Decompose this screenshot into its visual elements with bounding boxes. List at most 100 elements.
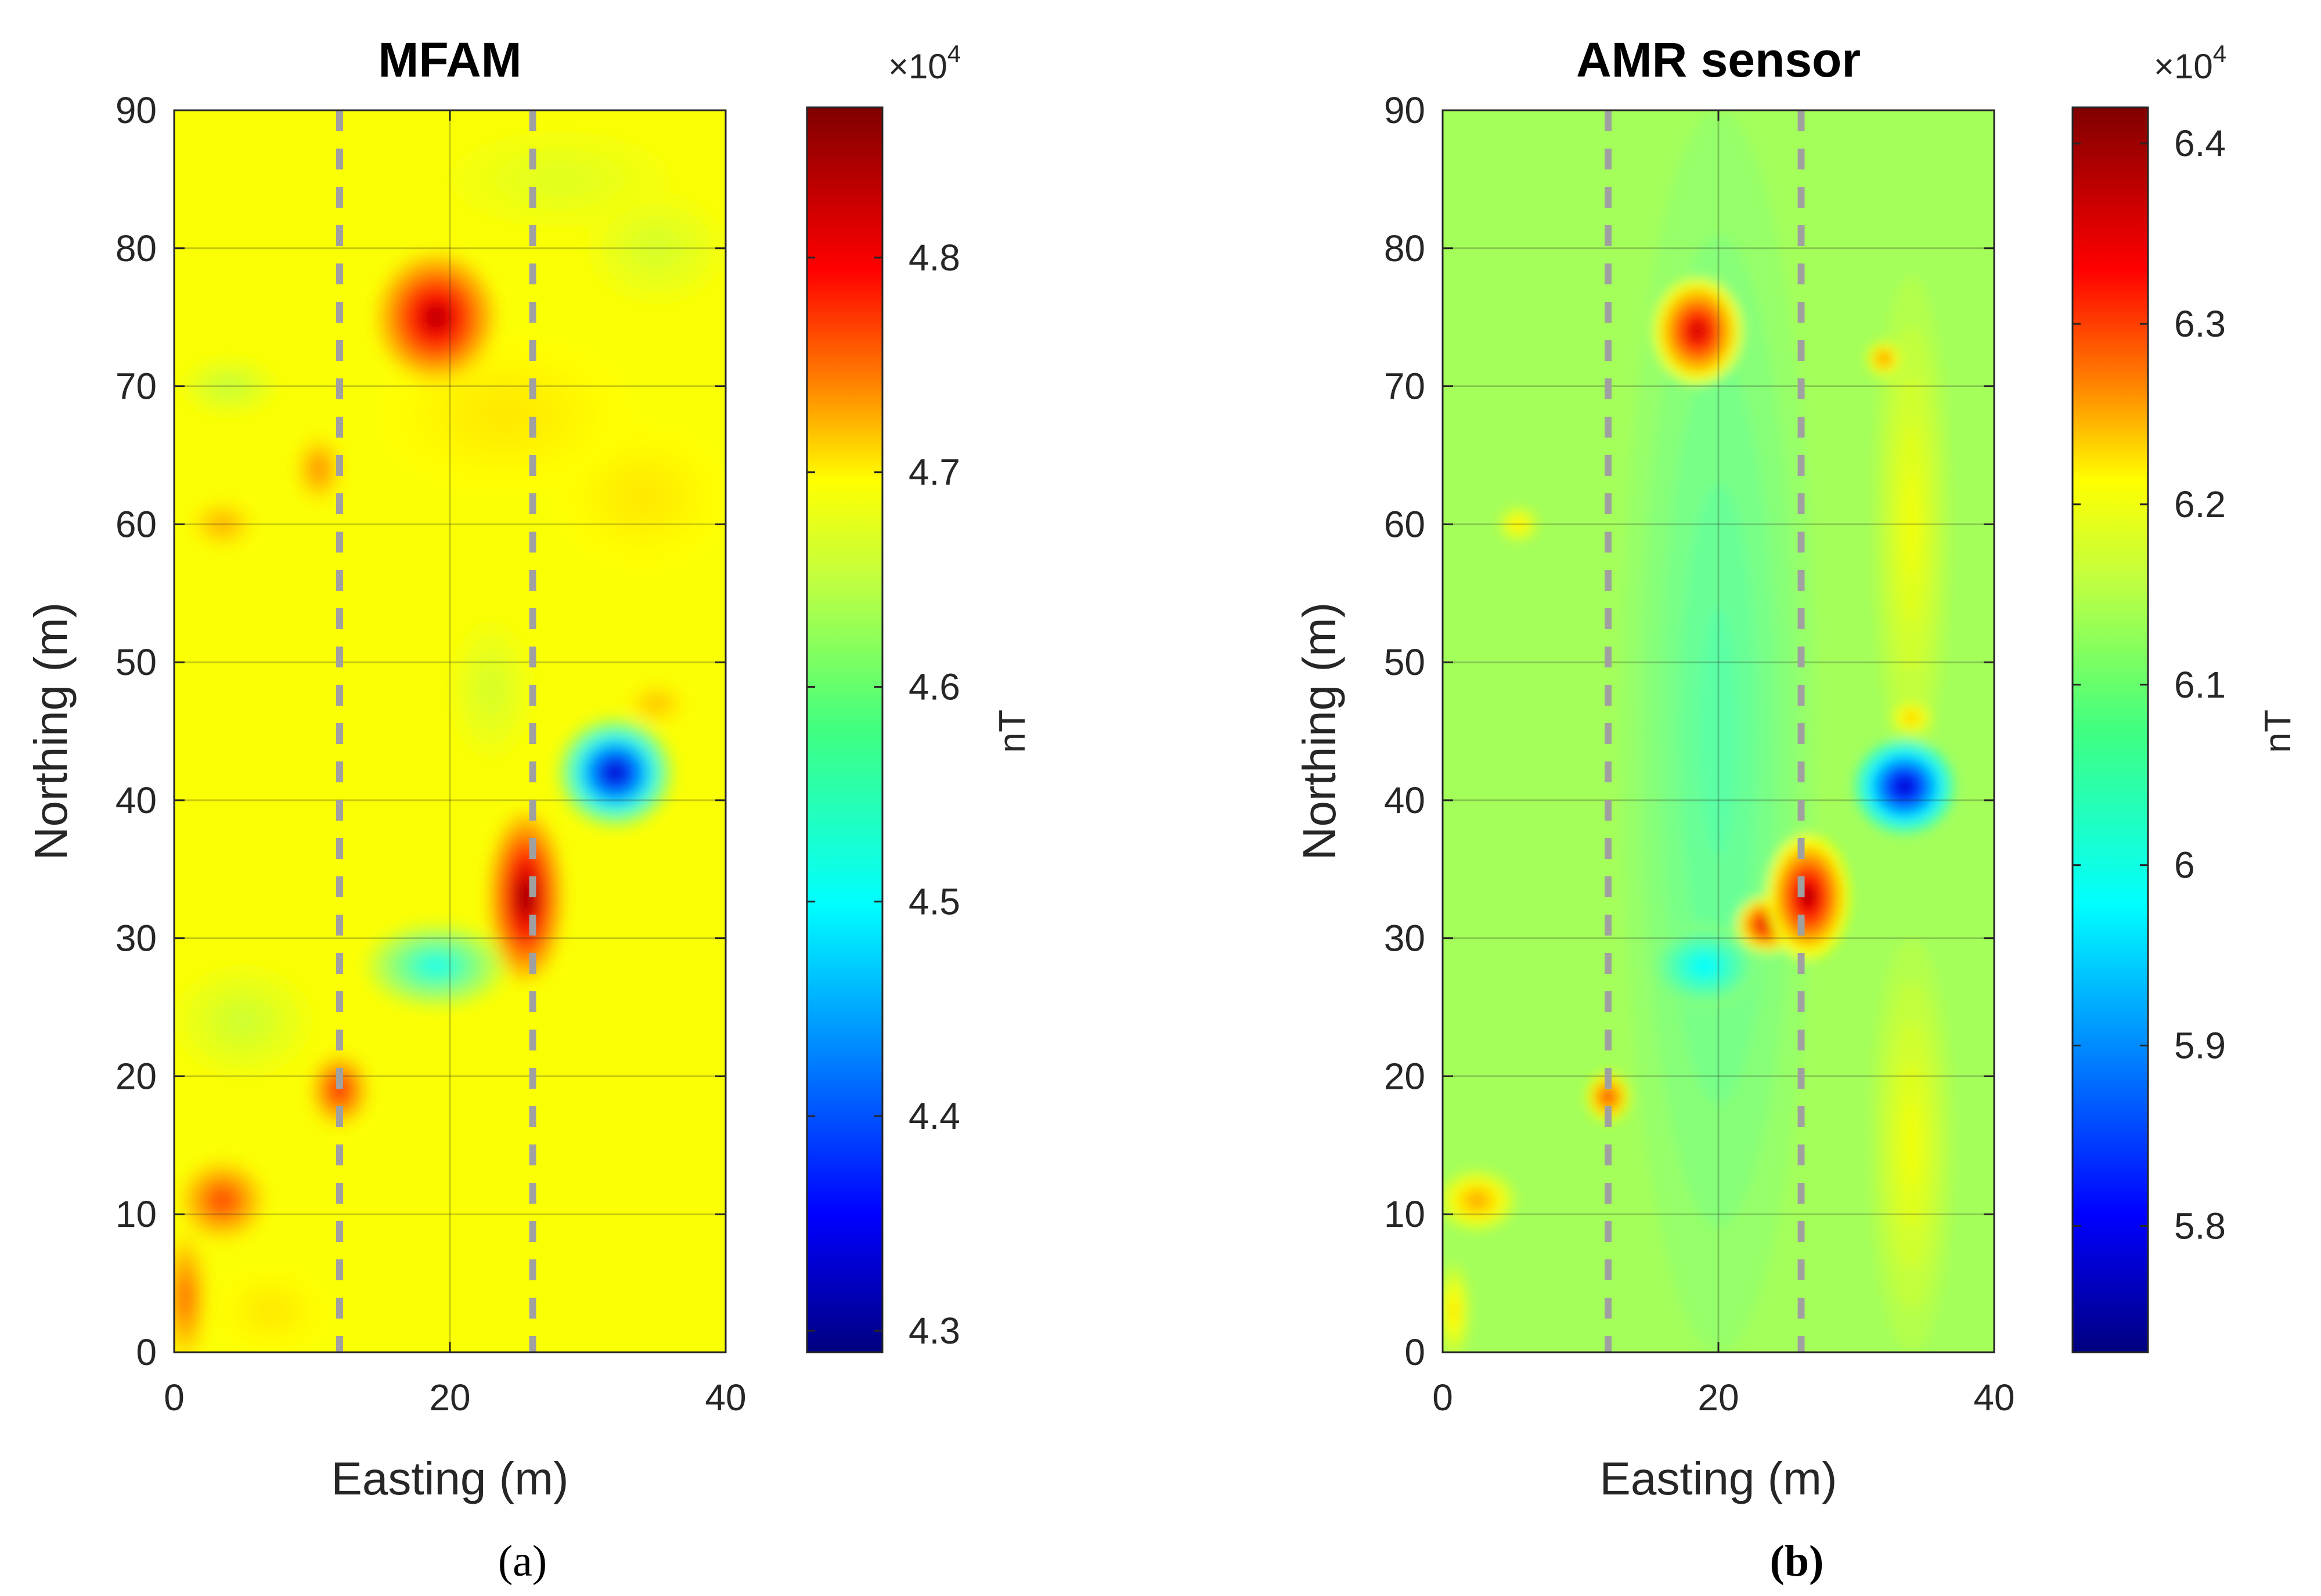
- panel-a-anomaly: [216, 519, 229, 529]
- panel-a-y-tick-label: 10: [116, 1193, 157, 1235]
- panel-b-multiplier-exponent: 4: [2213, 40, 2226, 67]
- panel-b-y-tick-label: 80: [1384, 228, 1425, 269]
- panel-b-colorbar-tick-label: 6.2: [2174, 483, 2226, 525]
- panel-b-y-tick-label: 20: [1384, 1055, 1425, 1097]
- panel-a-anomaly: [626, 483, 659, 511]
- panel-a-heatmap: [174, 131, 726, 1352]
- panel-a-y-tick-label: 0: [136, 1331, 157, 1373]
- panel-a-anomaly: [538, 169, 582, 189]
- panel-a-colorbar-tick-label: 4.7: [909, 452, 960, 493]
- panel-a-anomaly: [229, 1010, 257, 1032]
- panel-b-anomaly: [1904, 474, 1919, 574]
- panel-a-colorbar-tick-label: 4.4: [909, 1095, 960, 1137]
- panel-a-anomaly: [604, 762, 626, 783]
- panel-a-anomaly: [483, 676, 500, 704]
- panel-a-y-tick-label: 90: [116, 89, 157, 131]
- panel-a-anomaly: [260, 1302, 282, 1319]
- panel-b-colorbar-tick-label: 5.9: [2174, 1025, 2226, 1067]
- panel-b-y-tick-label: 70: [1384, 366, 1425, 407]
- panel-b-colorbar-tick-label: 6.4: [2174, 122, 2226, 164]
- panel-a-x-label: Easting (m): [331, 1453, 569, 1504]
- panel-b-y-tick-label: 50: [1384, 641, 1425, 683]
- panel-a-colorbar-label: nT: [991, 710, 1033, 753]
- panel-a-x-tick-label: 20: [429, 1377, 470, 1418]
- panel-b-anomaly: [1760, 919, 1773, 930]
- panel-b-y-tick-label: 0: [1404, 1331, 1425, 1373]
- panel-a-anomaly: [214, 1193, 231, 1208]
- panel-b-x-tick-label: 0: [1432, 1377, 1453, 1418]
- panel-a-grid: [174, 110, 726, 1352]
- panel-b-colorbar-tick-label: 5.8: [2174, 1205, 2226, 1247]
- panel-b-y-tick-label: 40: [1384, 779, 1425, 821]
- panel-a-y-tick-label: 20: [116, 1055, 157, 1097]
- panel-b-anomaly: [1450, 1301, 1457, 1321]
- panel-a-title: MFAM: [378, 33, 521, 87]
- panel-b-colorbar-tick-label: 6.1: [2174, 664, 2226, 706]
- panel-a-multiplier-exponent: 4: [947, 40, 961, 67]
- panel-a-colorbar-tick-label: 4.5: [909, 880, 960, 922]
- panel-a-y-tick-label: 80: [116, 228, 157, 269]
- panel-b-anomaly: [1894, 777, 1915, 796]
- panel-a-y-tick-label: 50: [116, 641, 157, 683]
- panel-a-anomaly: [480, 398, 530, 429]
- panel-b-anomaly: [1903, 1104, 1920, 1187]
- panel-b-colorbar-multiplier: ×104: [2154, 40, 2226, 86]
- panel-a-anomaly: [314, 463, 323, 476]
- panel-a-y-ticks: 0 10 20 30 40 50 60 70 80 90: [116, 89, 726, 1373]
- panel-a-x-tick-label: 0: [164, 1377, 185, 1418]
- panel-b-y-tick-label: 60: [1384, 503, 1425, 545]
- panel-a-guide-lines: [336, 110, 536, 1352]
- panel-b: AMR sensor 0 20 40 0 10 20 30 40 50 60 70 80 90 Eas…: [1293, 33, 2298, 1586]
- panel-b-title: AMR sensor: [1576, 33, 1861, 87]
- panel-b-y-tick-label: 90: [1384, 89, 1425, 131]
- panel-b-anomaly: [1514, 521, 1523, 528]
- panel-b-heatmap: [1443, 110, 1955, 1352]
- panel-a-y-tick-label: 30: [116, 918, 157, 959]
- panel-a-anomaly: [643, 237, 671, 259]
- panel-b-anomaly: [1603, 1092, 1613, 1102]
- panel-b-anomaly: [1699, 607, 1738, 855]
- panel-b-y-label: Northing (m): [1293, 602, 1345, 861]
- panel-a: MFAM 0 20 40 0 10 20 30 40 50 60 70 80 90 Easting (…: [25, 33, 1033, 1586]
- panel-a-x-ticks: 0 20 40: [164, 110, 747, 1418]
- panel-b-multiplier-text: ×10: [2154, 47, 2213, 86]
- panel-a-y-tick-label: 70: [116, 366, 157, 407]
- panel-b-anomaly: [1906, 714, 1916, 721]
- panel-a-colorbar-tick-label: 4.3: [909, 1310, 960, 1352]
- panel-b-anomaly: [1693, 957, 1716, 974]
- panel-b-colorbar-tick-label: 6.3: [2174, 303, 2226, 345]
- panel-a-anomaly: [219, 381, 239, 392]
- panel-b-colorbar-tick-label: 6: [2174, 844, 2195, 886]
- panel-a-colorbar-tick-label: 4.8: [909, 237, 960, 279]
- panel-a-y-tick-label: 60: [116, 503, 157, 545]
- panel-b-grid: [1443, 110, 1994, 1352]
- panel-a-colorbar: [806, 106, 884, 1353]
- panel-b-anomaly: [1880, 355, 1888, 363]
- panel-a-anomaly: [424, 305, 448, 330]
- panel-a-anomaly: [181, 1284, 190, 1310]
- panel-b-colorbar: [2071, 106, 2149, 1353]
- panel-b-colorbar-label: nT: [2257, 710, 2298, 753]
- panel-a-anomaly: [651, 699, 662, 708]
- panel-a-multiplier-text: ×10: [888, 47, 947, 86]
- panel-b-anomaly: [1689, 320, 1707, 342]
- panel-a-caption: (a): [498, 1537, 547, 1586]
- panel-a-anomaly: [422, 957, 450, 974]
- panel-a-colorbar-ticks: 4.3 4.4 4.5 4.6 4.7 4.8: [807, 237, 960, 1352]
- panel-a-x-tick-label: 40: [705, 1377, 746, 1418]
- panel-b-y-ticks: 0 10 20 30 40 50 60 70 80 90: [1384, 89, 1994, 1373]
- panel-b-x-tick-label: 20: [1697, 1377, 1739, 1418]
- panel-a-y-tick-label: 40: [116, 779, 157, 821]
- panel-b-x-ticks: 0 20 40: [1432, 110, 2015, 1418]
- panel-b-anomaly: [1469, 1194, 1485, 1207]
- panel-b-guide-lines: [1605, 110, 1805, 1352]
- panel-b-caption: (b): [1770, 1537, 1824, 1586]
- panel-b-y-tick-label: 10: [1384, 1193, 1425, 1235]
- panel-b-colorbar-ticks: 5.8 5.9 6 6.1 6.2 6.3 6.4: [2073, 122, 2226, 1247]
- panel-b-x-label: Easting (m): [1600, 1453, 1837, 1504]
- panel-a-colorbar-multiplier: ×104: [888, 40, 961, 86]
- panel-b-x-tick-label: 40: [1973, 1377, 2014, 1418]
- panel-a-colorbar-tick-label: 4.6: [909, 666, 960, 708]
- panel-a-y-label: Northing (m): [25, 602, 77, 861]
